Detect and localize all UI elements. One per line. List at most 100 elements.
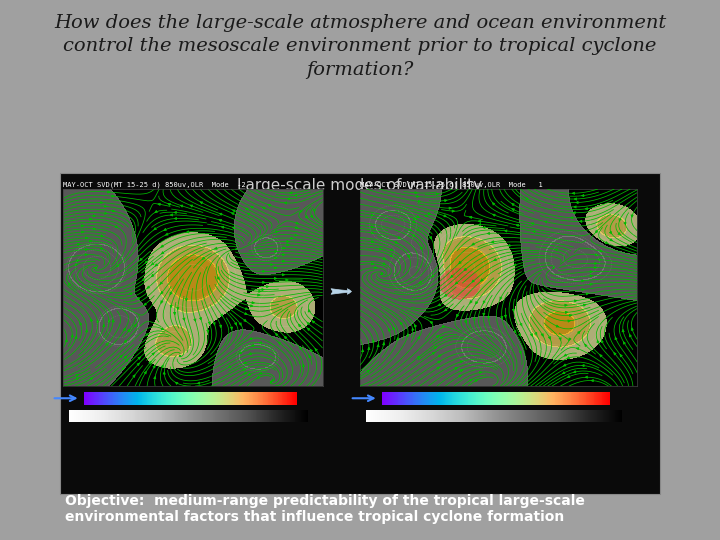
FancyArrowPatch shape (250, 338, 252, 340)
FancyArrowPatch shape (383, 258, 385, 259)
FancyArrowPatch shape (395, 241, 397, 243)
FancyArrowPatch shape (438, 355, 441, 357)
FancyArrowPatch shape (492, 241, 494, 243)
FancyArrowPatch shape (244, 362, 246, 363)
FancyArrowPatch shape (575, 198, 577, 200)
FancyArrowPatch shape (544, 221, 547, 223)
FancyArrowPatch shape (283, 254, 285, 256)
FancyArrowPatch shape (283, 247, 285, 249)
FancyArrowPatch shape (572, 192, 575, 194)
FancyArrowPatch shape (438, 303, 441, 306)
FancyArrowPatch shape (585, 345, 587, 347)
FancyArrowPatch shape (562, 372, 565, 374)
FancyArrowPatch shape (494, 259, 496, 261)
FancyArrowPatch shape (432, 353, 435, 355)
FancyArrowPatch shape (631, 328, 634, 330)
FancyArrowPatch shape (146, 334, 148, 336)
FancyArrowPatch shape (418, 356, 420, 359)
FancyArrowPatch shape (291, 237, 293, 239)
FancyArrowPatch shape (276, 333, 278, 336)
FancyArrowPatch shape (248, 213, 250, 215)
FancyArrowPatch shape (577, 332, 580, 334)
FancyArrowPatch shape (152, 353, 154, 355)
FancyArrowPatch shape (161, 328, 163, 329)
FancyArrowPatch shape (568, 320, 570, 322)
FancyArrowPatch shape (434, 347, 436, 349)
FancyArrowPatch shape (505, 230, 507, 232)
FancyArrowPatch shape (112, 210, 114, 212)
FancyArrowPatch shape (479, 220, 481, 222)
FancyArrowPatch shape (163, 372, 166, 374)
FancyArrowPatch shape (207, 330, 209, 333)
FancyArrowPatch shape (417, 228, 420, 231)
FancyArrowPatch shape (518, 334, 521, 336)
FancyArrowPatch shape (374, 267, 377, 269)
FancyArrowPatch shape (512, 204, 514, 206)
FancyArrowPatch shape (249, 353, 251, 355)
FancyArrowPatch shape (171, 214, 173, 216)
FancyArrowPatch shape (567, 375, 570, 377)
FancyArrowPatch shape (262, 288, 264, 291)
FancyArrowPatch shape (154, 227, 156, 230)
FancyArrowPatch shape (600, 250, 603, 252)
Bar (60, 173, 660, 494)
FancyArrowPatch shape (239, 323, 241, 325)
FancyArrowPatch shape (444, 309, 447, 311)
FancyArrowPatch shape (372, 340, 374, 342)
FancyArrowPatch shape (300, 347, 302, 349)
FancyArrowPatch shape (533, 231, 535, 233)
FancyArrowPatch shape (174, 312, 176, 315)
FancyArrowPatch shape (417, 195, 419, 198)
FancyArrowPatch shape (372, 226, 374, 228)
FancyArrowPatch shape (300, 210, 302, 213)
FancyArrowPatch shape (492, 202, 495, 205)
FancyArrowPatch shape (418, 200, 420, 202)
Text: MAY-OCT SVD(MT 15-25 d) 850uv,OLR  Mode   1: MAY-OCT SVD(MT 15-25 d) 850uv,OLR Mode 1 (360, 181, 543, 188)
FancyArrowPatch shape (622, 329, 624, 332)
FancyArrowPatch shape (464, 268, 467, 271)
FancyArrowPatch shape (170, 292, 172, 295)
FancyArrowPatch shape (307, 322, 310, 325)
FancyArrowPatch shape (398, 237, 400, 238)
FancyArrowPatch shape (582, 194, 584, 197)
FancyArrowPatch shape (614, 353, 616, 355)
FancyArrowPatch shape (500, 297, 502, 300)
FancyArrowPatch shape (103, 325, 105, 327)
FancyArrowPatch shape (565, 311, 567, 313)
FancyArrowPatch shape (71, 335, 73, 337)
FancyArrowPatch shape (431, 321, 433, 324)
FancyArrowPatch shape (123, 328, 125, 330)
FancyArrowPatch shape (569, 338, 571, 341)
FancyArrowPatch shape (570, 217, 573, 219)
FancyArrowPatch shape (432, 275, 434, 277)
FancyArrowPatch shape (294, 194, 297, 197)
FancyArrowPatch shape (147, 286, 150, 288)
FancyArrowPatch shape (164, 228, 166, 231)
FancyArrowPatch shape (174, 217, 176, 220)
FancyArrowPatch shape (228, 366, 231, 368)
FancyArrowPatch shape (220, 213, 222, 215)
FancyArrowPatch shape (176, 307, 179, 310)
FancyArrowPatch shape (413, 217, 416, 219)
FancyArrowPatch shape (310, 349, 312, 352)
FancyArrowPatch shape (440, 337, 443, 339)
FancyArrowPatch shape (400, 322, 402, 325)
FancyArrowPatch shape (585, 376, 588, 378)
FancyArrowPatch shape (576, 201, 578, 204)
FancyArrowPatch shape (307, 328, 310, 330)
FancyArrowPatch shape (284, 202, 287, 204)
FancyArrowPatch shape (284, 336, 287, 339)
FancyArrowPatch shape (591, 380, 593, 382)
FancyArrowPatch shape (368, 347, 370, 349)
FancyArrowPatch shape (117, 265, 119, 267)
FancyArrowPatch shape (66, 339, 68, 342)
FancyArrowPatch shape (220, 325, 222, 328)
FancyArrowPatch shape (127, 329, 130, 332)
FancyArrowPatch shape (244, 372, 246, 374)
FancyArrowPatch shape (504, 315, 506, 318)
FancyArrowPatch shape (144, 372, 146, 374)
FancyArrowPatch shape (595, 254, 598, 256)
FancyArrowPatch shape (257, 376, 260, 378)
FancyArrowPatch shape (279, 342, 281, 345)
FancyArrowPatch shape (459, 261, 462, 264)
